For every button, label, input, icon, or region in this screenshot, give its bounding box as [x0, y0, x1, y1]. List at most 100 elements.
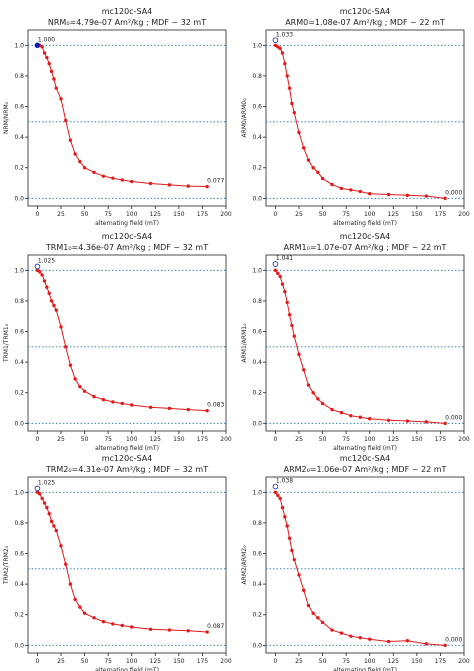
plot-frame	[265, 29, 465, 207]
y-tick-label: 0.0	[14, 195, 24, 202]
x-tick-label: 100	[126, 211, 138, 218]
start-marker	[272, 261, 279, 267]
plot-frame	[265, 254, 465, 432]
data-point	[349, 413, 353, 418]
y-tick-label: 0.4	[252, 359, 262, 366]
data-point	[120, 623, 124, 628]
data-point	[330, 628, 334, 632]
y-tick-label: 0.6	[252, 551, 262, 558]
data-point	[320, 176, 325, 181]
x-tick-label: 125	[150, 211, 162, 218]
x-axis-label: alternating field (mT)	[95, 220, 159, 227]
x-tick-label: 150	[411, 658, 423, 665]
data-point	[54, 86, 58, 90]
y-tick-label: 0.8	[252, 73, 262, 80]
x-tick-label: 75	[104, 658, 112, 665]
data-point	[283, 515, 287, 519]
data-point	[42, 501, 47, 505]
data-point	[297, 352, 301, 357]
x-tick-label: 50	[319, 436, 327, 443]
data-point	[68, 138, 73, 142]
x-tick-label: 125	[388, 658, 400, 665]
x-tick-label: 25	[295, 211, 303, 218]
data-point	[40, 496, 44, 501]
data-point	[443, 421, 447, 426]
data-point	[148, 627, 153, 631]
start-value-label: 1.025	[38, 257, 55, 264]
y-tick-label: 0.2	[14, 165, 24, 172]
x-tick-label: 125	[150, 436, 162, 443]
x-tick-label: 200	[220, 658, 232, 665]
data-point	[358, 635, 362, 640]
chart-subtitle: TRM1₀=4.36e-07 Am²/kg ; MDF ~ 32 mT	[45, 243, 208, 252]
data-point	[290, 101, 294, 106]
data-point	[297, 573, 301, 577]
data-point	[368, 192, 372, 196]
plot-frame	[27, 476, 227, 654]
data-point	[49, 519, 54, 524]
y-tick-label: 0.2	[252, 390, 262, 397]
plot-frame	[265, 476, 465, 654]
data-point	[386, 192, 391, 197]
chart-subtitle: NRM₀=4.79e-07 Am²/kg ; MDF ~ 32 mT	[48, 18, 206, 27]
chart-subtitle: ARM2₀=1.06e-07 Am²/kg ; MDF ~ 22 mT	[284, 465, 447, 474]
y-tick-label: 0.2	[252, 165, 262, 172]
start-marker	[272, 483, 279, 490]
data-point	[59, 544, 63, 548]
data-point	[45, 55, 49, 60]
data-point	[38, 492, 42, 496]
data-point	[73, 597, 77, 602]
y-tick-label: 0.0	[252, 195, 262, 202]
x-tick-label: 75	[342, 436, 350, 443]
x-tick-label: 0	[274, 436, 278, 443]
x-tick-label: 100	[126, 658, 138, 665]
data-point	[54, 528, 58, 533]
data-point	[52, 77, 56, 81]
data-point	[205, 408, 209, 413]
x-tick-label: 175	[435, 211, 447, 218]
data-point	[292, 334, 296, 338]
data-point	[292, 557, 296, 562]
end-value-label: 0.000	[445, 189, 462, 196]
y-tick-label: 0.4	[252, 134, 262, 141]
data-point	[358, 189, 362, 194]
data-point	[82, 389, 87, 393]
x-tick-label: 50	[81, 658, 89, 665]
data-point	[283, 290, 287, 294]
data-point	[45, 285, 49, 289]
y-tick-label: 1.0	[252, 489, 262, 496]
x-tick-label: 50	[319, 211, 327, 218]
end-value-label: 0.077	[207, 178, 224, 185]
data-point	[40, 273, 44, 277]
data-point	[278, 496, 282, 501]
x-tick-label: 25	[295, 658, 303, 665]
x-tick-label: 25	[295, 436, 303, 443]
data-point	[38, 270, 42, 274]
data-point	[186, 184, 190, 188]
x-tick-label: 25	[57, 211, 65, 218]
data-point	[278, 274, 282, 279]
x-tick-label: 100	[364, 658, 376, 665]
data-point	[73, 152, 77, 156]
x-tick-label: 200	[458, 211, 470, 218]
data-point	[130, 403, 134, 407]
x-tick-label: 200	[220, 211, 232, 218]
x-tick-label: 150	[173, 211, 185, 218]
data-point	[349, 634, 353, 638]
start-marker	[272, 37, 279, 44]
chart-subtitle: TRM2₀=4.31e-07 Am²/kg ; MDF ~ 32 mT	[45, 465, 208, 474]
data-point	[287, 536, 292, 540]
data-point	[148, 405, 153, 409]
y-tick-label: 0.0	[252, 642, 262, 649]
y-tick-label: 1.0	[252, 42, 262, 49]
data-point	[92, 394, 96, 399]
chart-title: mc120c-SA4	[102, 232, 153, 241]
y-tick-label: 0.2	[14, 612, 24, 619]
data-point	[49, 69, 54, 74]
data-point	[368, 637, 372, 641]
y-tick-label: 0.8	[252, 298, 262, 305]
series-line	[37, 491, 208, 633]
data-point	[78, 159, 82, 164]
data-point	[280, 505, 285, 510]
data-point	[49, 299, 54, 303]
